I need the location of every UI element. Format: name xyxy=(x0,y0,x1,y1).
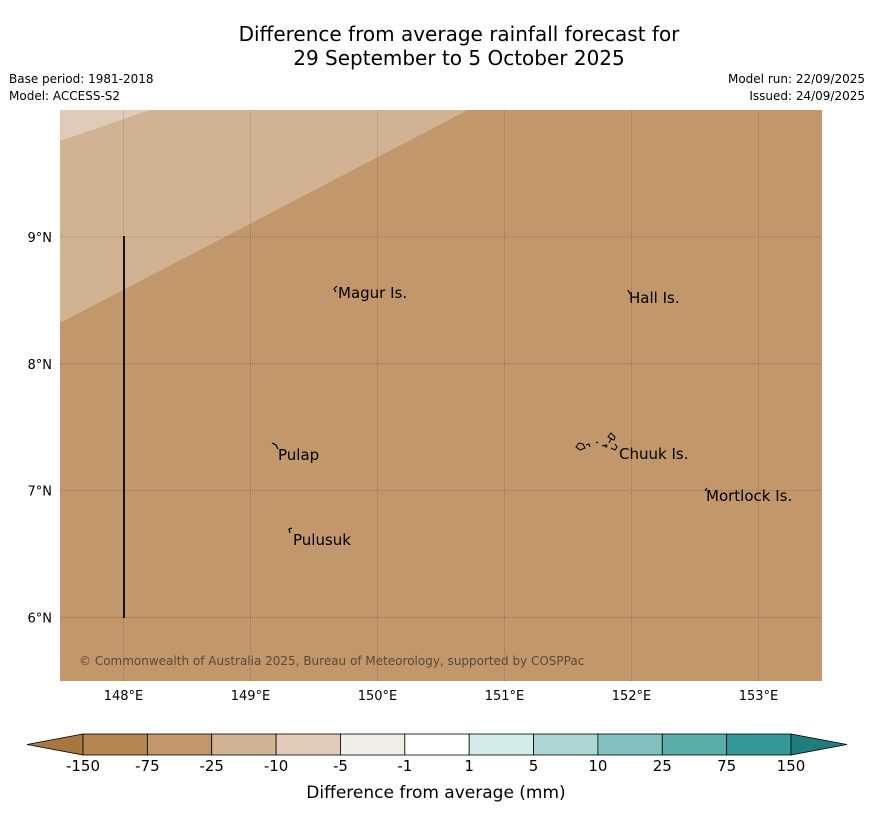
place-label-hall: Hall Is. xyxy=(629,289,680,307)
colorbar-segment-9 xyxy=(661,733,728,756)
lat-tick-label: 6°N xyxy=(28,612,53,627)
tick-labels: 148°E 149°E 150°E 151°E 152°E 153°E 9°N 8°N 7°N 6… xyxy=(28,231,779,704)
hall-island-icon xyxy=(627,289,631,295)
map-fill-light xyxy=(60,110,468,323)
lon-tick-label: 151°E xyxy=(485,689,525,704)
lat-tick-label: 9°N xyxy=(28,231,53,246)
colorbar-tick-label: -150 xyxy=(66,757,100,775)
colorbar-tick-label: 150 xyxy=(777,757,806,775)
mortlock-island-icon xyxy=(704,487,708,492)
lon-tick-label: 150°E xyxy=(358,689,398,704)
colorbar-tick-label: 75 xyxy=(717,757,736,775)
colorbar-tick-label: 25 xyxy=(653,757,672,775)
colorbar-segment-1 xyxy=(146,733,213,756)
colorbar-tick-label: -10 xyxy=(264,757,289,775)
colorbar-segment-3 xyxy=(275,733,341,756)
lon-tick-label: 148°E xyxy=(104,689,144,704)
lat-tick-label: 7°N xyxy=(28,485,53,500)
colorbar-tick-label: 5 xyxy=(529,757,539,775)
colorbar-segment-2 xyxy=(211,733,277,756)
gridlines xyxy=(60,110,822,681)
lon-tick-label: 152°E xyxy=(612,689,652,704)
colorbar-labels: -150 -75 -25 -10 -5 -1 1 5 10 25 75 150 xyxy=(66,757,805,775)
meta-right: Model run: 22/09/2025 Issued: 24/09/2025 xyxy=(728,71,865,105)
chart-title: Difference from average rainfall forecas… xyxy=(0,22,873,70)
model-run-text: Model run: 22/09/2025 xyxy=(727,72,865,86)
colorbar-segment-4 xyxy=(340,733,406,756)
island-markers xyxy=(271,285,708,534)
model-text: Model: ACCESS-S2 xyxy=(9,89,121,103)
place-label-chuuk: Chuuk Is. xyxy=(619,445,688,463)
map-area xyxy=(60,110,822,681)
colorbar-segment-8 xyxy=(597,733,663,756)
place-label-mortlock: Mortlock Is. xyxy=(706,487,792,505)
place-label-magur: Magur Is. xyxy=(338,284,407,302)
place-labels: Magur Is. Hall Is. Pulap Chuuk Is. Mortl… xyxy=(278,284,792,549)
place-label-pulusuk: Pulusuk xyxy=(293,531,351,549)
map-fill-lighter xyxy=(60,110,150,141)
colorbar-tick-label: -5 xyxy=(333,757,348,775)
colorbar-extend-low xyxy=(26,733,84,756)
colorbar-tick-label: -25 xyxy=(199,757,224,775)
lon-tick-label: 149°E xyxy=(231,689,271,704)
colorbar xyxy=(26,733,848,756)
issued-text: Issued: 24/09/2025 xyxy=(749,89,865,103)
colorbar-segment-0 xyxy=(82,733,148,756)
lon-tick-label: 153°E xyxy=(739,689,779,704)
colorbar-title: Difference from average (mm) xyxy=(306,783,565,803)
copyright-text: © Commonwealth of Australia 2025, Bureau… xyxy=(79,654,584,668)
lat-tick-label: 8°N xyxy=(28,358,53,373)
colorbar-extend-high xyxy=(790,733,848,756)
colorbar-tick-label: 10 xyxy=(588,757,607,775)
title-line-2: 29 September to 5 October 2025 xyxy=(293,46,625,70)
colorbar-segment-6 xyxy=(468,733,534,756)
title-line-1: Difference from average rainfall forecas… xyxy=(238,22,680,46)
pulusuk-island-icon xyxy=(288,527,293,534)
meta-left: Base period: 1981-2018 Model: ACCESS-S2 xyxy=(9,71,154,105)
base-period-text: Base period: 1981-2018 xyxy=(9,72,154,86)
colorbar-tick-label: -75 xyxy=(135,757,160,775)
colorbar-segment-7 xyxy=(533,733,599,756)
colorbar-tick-label: -1 xyxy=(397,757,412,775)
colorbar-segment-5 xyxy=(404,733,470,756)
colorbar-tick-label: 1 xyxy=(464,757,474,775)
pulap-island-icon xyxy=(271,442,279,450)
magur-island-icon xyxy=(333,285,338,293)
colorbar-segment-10 xyxy=(726,733,792,756)
chuuk-lagoon-icon xyxy=(575,432,618,451)
place-label-pulap: Pulap xyxy=(278,446,319,464)
